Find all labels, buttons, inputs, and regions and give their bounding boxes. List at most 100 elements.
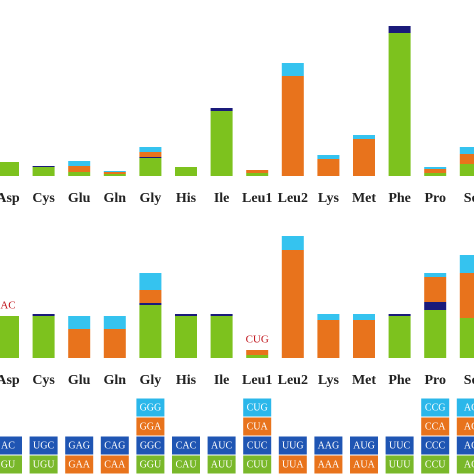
codon-box	[350, 436, 378, 455]
codon-label: GGG	[140, 402, 162, 413]
bar-segment	[139, 303, 162, 305]
bar-segment	[68, 161, 91, 166]
codon-box	[100, 436, 129, 455]
bar-segment	[388, 33, 411, 176]
bar-segment	[139, 305, 162, 358]
bar-segment	[68, 172, 91, 176]
codon-box	[278, 436, 307, 455]
codon-box	[136, 436, 165, 455]
codon-box	[314, 455, 343, 474]
codon-label: CCU	[425, 459, 446, 470]
bar-segment	[175, 316, 197, 358]
bar-segment	[424, 310, 447, 358]
annotation: AC	[0, 300, 15, 312]
bar-segment	[246, 350, 269, 355]
codon-box	[314, 436, 343, 455]
x-tick-label: Met	[352, 373, 376, 388]
codon-box	[421, 417, 450, 436]
bar-segment	[32, 314, 55, 316]
bar-segment	[103, 174, 126, 176]
x-tick-label: His	[176, 191, 197, 206]
codon-label: CCG	[425, 402, 446, 413]
codon-box	[421, 455, 450, 474]
bar-segment	[103, 172, 126, 174]
bar-segment	[246, 170, 269, 173]
codon-label: GU	[1, 459, 16, 470]
x-tick-label: His	[176, 373, 197, 388]
bar-segment	[424, 167, 447, 169]
codon-label: GAG	[68, 440, 90, 451]
bar-segment	[353, 320, 375, 358]
codon-box	[456, 455, 474, 474]
annotation: CUG	[246, 334, 269, 346]
bar-segment	[281, 236, 304, 250]
x-tick-label: Leu1	[242, 373, 272, 388]
x-tick-label: Leu2	[278, 373, 308, 388]
codon-box	[29, 455, 58, 474]
bar-segment	[317, 314, 340, 320]
codon-box	[100, 455, 129, 474]
bar-segment	[281, 63, 304, 76]
codon-label: CAA	[104, 459, 126, 470]
bar-segment	[210, 316, 233, 358]
codon-box	[243, 398, 272, 417]
codon-box	[136, 398, 165, 417]
codon-label: CUU	[247, 459, 269, 470]
codon-label: AC	[464, 421, 474, 432]
codon-label: AC	[464, 459, 474, 470]
bar-segment	[68, 329, 91, 358]
x-tick-label: Gln	[104, 373, 127, 388]
bar-segment	[139, 152, 162, 157]
bar-segment	[317, 320, 340, 358]
codon-box	[207, 455, 236, 474]
bar-segment	[281, 250, 304, 358]
codon-label: GAA	[68, 459, 90, 470]
codon-label: AUA	[353, 459, 375, 470]
codon-label: UGC	[33, 440, 54, 451]
codon-label: AUC	[211, 440, 232, 451]
bar-segment	[388, 26, 411, 33]
codon-label: GGC	[140, 440, 161, 451]
codon-label: UUC	[389, 440, 410, 451]
x-tick-label: Gly	[140, 373, 162, 388]
x-tick-label: Ile	[214, 191, 230, 206]
bar-segment	[353, 139, 375, 176]
x-tick-label: Lys	[318, 373, 340, 388]
bar-segment	[459, 147, 474, 154]
codon-label: UGU	[33, 459, 55, 470]
x-tick-label: Phe	[388, 191, 411, 206]
codon-label: CUA	[247, 421, 269, 432]
codon-label: GGU	[140, 459, 162, 470]
codon-label: AAG	[318, 440, 340, 451]
codon-box	[0, 436, 22, 455]
codon-box	[65, 436, 94, 455]
codon-label: AC	[1, 440, 15, 451]
bar-segment	[139, 147, 162, 152]
x-tick-label: Cys	[32, 373, 55, 388]
bar-segment	[317, 155, 340, 159]
bar-segment	[246, 173, 269, 176]
codon-box	[0, 455, 22, 474]
codon-box	[421, 398, 450, 417]
codon-label: CUC	[247, 440, 268, 451]
x-tick-label: Pro	[424, 373, 446, 388]
x-tick-label: Glu	[68, 373, 91, 388]
bar-segment	[281, 76, 304, 176]
bar-segment	[210, 111, 233, 176]
bar-segment	[424, 302, 447, 310]
x-tick-label: Lys	[318, 191, 340, 206]
codon-box	[456, 436, 474, 455]
codon-label: CAU	[175, 459, 197, 470]
bar-segment	[459, 255, 474, 273]
codon-box	[385, 455, 414, 474]
bar-segment	[459, 318, 474, 358]
bar-segment	[388, 314, 411, 316]
bar-segment	[103, 171, 126, 172]
x-tick-label: Phe	[388, 373, 411, 388]
bar-segment	[103, 329, 126, 358]
codon-box	[385, 436, 414, 455]
bar-segment	[210, 108, 233, 111]
bar-segment	[0, 162, 19, 176]
codon-label: UUG	[282, 440, 304, 451]
bar-segment	[459, 164, 474, 176]
